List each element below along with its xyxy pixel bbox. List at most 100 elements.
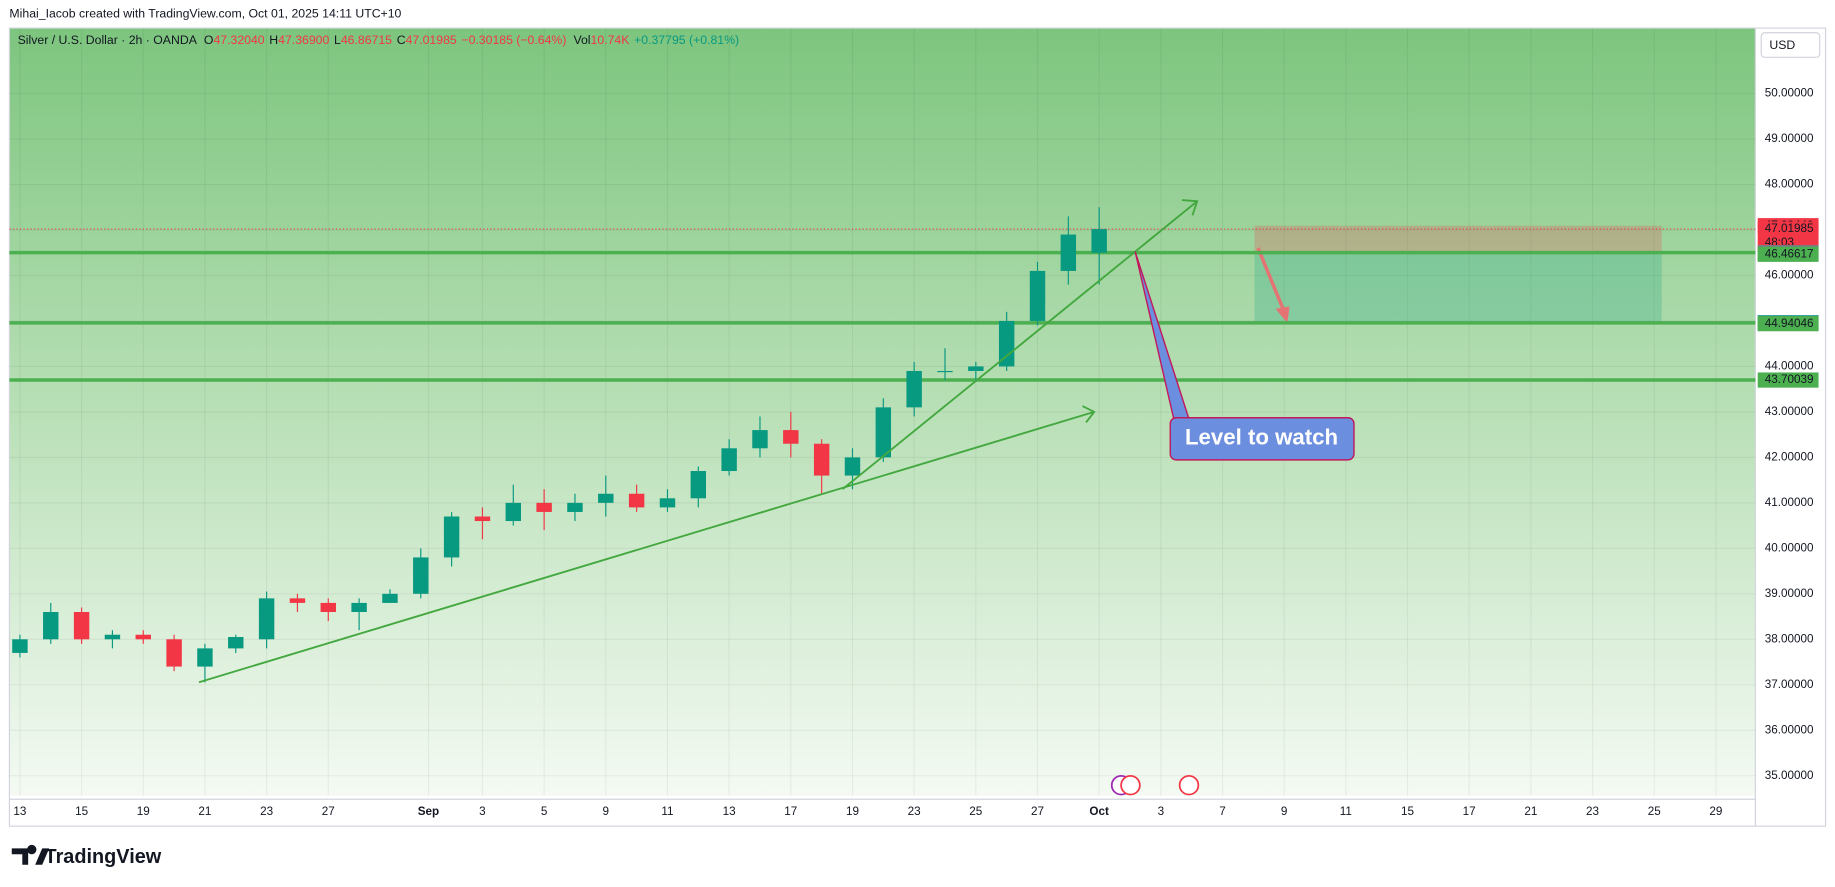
x-tick-label: 7: [1219, 805, 1226, 818]
brand: TradingView: [45, 846, 162, 868]
price-badge: [1757, 316, 1819, 332]
legend-item: Vol: [573, 33, 590, 47]
price-badge-label: 44.94046: [1765, 317, 1814, 330]
candle-body: [228, 637, 244, 649]
y-tick-label: 48.00000: [1765, 178, 1814, 191]
levels: [9, 228, 1756, 382]
y-tick-label: 50.00000: [1765, 87, 1814, 100]
position-tool: [1254, 225, 1662, 323]
currency-button[interactable]: [1760, 32, 1821, 58]
candle-body: [998, 320, 1015, 367]
stop-zone: [1254, 225, 1662, 253]
legend-item: H: [269, 33, 278, 47]
candle-body: [166, 639, 182, 667]
trendlines: [198, 199, 1199, 684]
x-tick-label: 25: [969, 805, 983, 818]
x-tick-label: 5: [541, 805, 548, 818]
y-tick-label: 42.00000: [1765, 450, 1814, 463]
y-tick-label: 46.00000: [1765, 269, 1814, 282]
candle-body: [258, 598, 275, 640]
candle-body: [73, 612, 90, 640]
price-badge-label: 46.46617: [1765, 247, 1814, 260]
x-tick-label: 13: [13, 805, 26, 818]
x-tick-label: 21: [1524, 805, 1537, 818]
position-arrow: [1256, 247, 1287, 315]
candle-body: [320, 602, 336, 613]
legend: Silver / U.S. Dollar · 2h · OANDA O47.320…: [18, 33, 740, 47]
candle-body: [1029, 270, 1046, 321]
candle-body: [844, 457, 861, 476]
candle-body: [413, 557, 429, 594]
x-tick-label: 17: [784, 805, 797, 818]
price-badge-label: 43.70039: [1765, 373, 1814, 386]
candle-body: [906, 370, 922, 408]
x-tick-label: 15: [1401, 805, 1415, 818]
x-tick-label: 27: [322, 805, 335, 818]
trendline: [842, 200, 1198, 490]
x-tick-label: 23: [260, 805, 273, 818]
x-tick-label: 3: [479, 805, 486, 818]
event-icon: [1120, 774, 1141, 796]
y-tick-label: 49.00000: [1765, 132, 1814, 145]
legend-item: 47.36900: [278, 33, 329, 47]
candle-body: [721, 448, 737, 472]
event-icon: [1178, 774, 1200, 796]
candle-body: [43, 612, 59, 640]
candle-body: [598, 493, 614, 503]
candle-body: [104, 634, 121, 640]
y-tick-label: 35.00000: [1765, 769, 1814, 782]
y-tick-label: 44.00000: [1765, 360, 1814, 373]
frame: [8, 27, 1827, 827]
price-badge: [1757, 246, 1819, 262]
candle-body: [628, 493, 645, 508]
candle-body: [875, 407, 892, 458]
callout: [1169, 417, 1355, 461]
legend-item: 47.01985: [406, 33, 457, 47]
trendline: [198, 411, 1095, 684]
legend-item: −0.30185 (−0.64%): [461, 33, 566, 47]
legend-item: Silver / U.S. Dollar · 2h · OANDA: [18, 33, 198, 47]
axes: 35.00000 36.00000 37.00000 38.00000 39.00000…: [13, 87, 1819, 818]
y-tick-label: 36.00000: [1765, 723, 1814, 736]
x-tick-label: Sep: [418, 805, 439, 818]
x-tick-label: Oct: [1089, 805, 1109, 818]
x-tick-label: 29: [1709, 805, 1722, 818]
arrow-head: [1181, 199, 1199, 216]
candle-body: [289, 598, 306, 603]
x-tick-label: 23: [908, 805, 921, 818]
x-tick-label: 11: [661, 805, 673, 818]
brand-logo: TradingView: [11, 844, 162, 868]
callout-text: Level to watch: [1185, 425, 1338, 450]
legend-item: +0.37795 (+0.81%): [634, 33, 739, 47]
x-tick-label: 19: [846, 805, 859, 818]
legend-item: 10.74K: [591, 33, 631, 47]
candle-body: [536, 502, 552, 512]
candle-body: [659, 498, 676, 508]
legend-item: 47.32040: [213, 33, 264, 47]
legend-item: 46.86715: [341, 33, 392, 47]
legend-item: O: [204, 33, 214, 47]
y-tick-label: 37.00000: [1765, 678, 1814, 691]
x-tick-label: 9: [603, 805, 610, 818]
x-tick-label: 21: [198, 805, 211, 818]
candle-body: [752, 430, 768, 449]
credit: Mihai_Iacob created with TradingView.com…: [9, 6, 401, 20]
candle-body: [505, 502, 522, 522]
price-badge-label: 47.01985: [1765, 222, 1814, 235]
currency-label: USD: [1769, 38, 1795, 52]
position-arrow-head: [1275, 306, 1290, 323]
target-zone: [1254, 252, 1662, 323]
x-tick-label: 3: [1158, 805, 1165, 818]
candle-body: [1091, 229, 1107, 253]
candle-body: [1060, 234, 1077, 271]
candle-body: [12, 639, 28, 653]
candle-body: [474, 516, 491, 522]
x-tick-label: 27: [1031, 805, 1044, 818]
y-tick-label: 43.00000: [1765, 405, 1814, 418]
candle-body: [443, 516, 460, 558]
x-tick-label: 23: [1586, 805, 1599, 818]
candle-body: [351, 602, 367, 613]
event-icons: [1110, 774, 1200, 796]
candle-body: [382, 593, 398, 603]
x-tick-label: 19: [137, 805, 150, 818]
